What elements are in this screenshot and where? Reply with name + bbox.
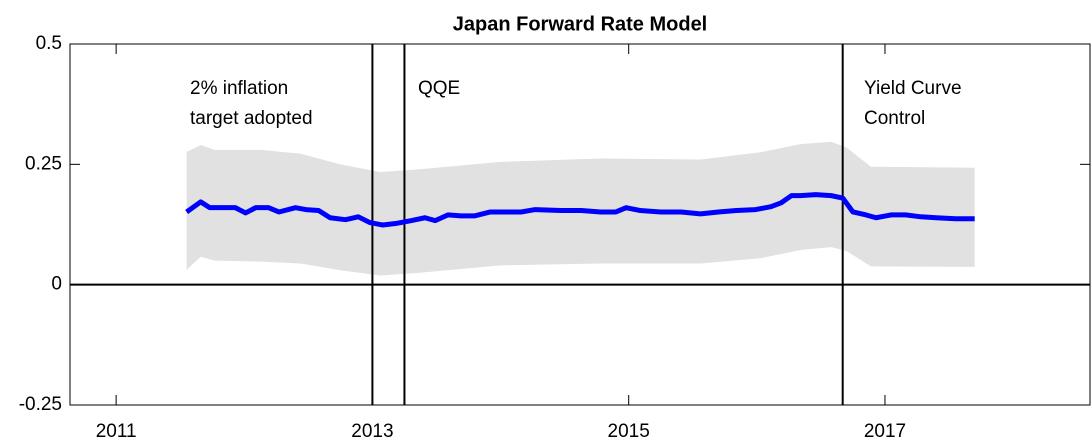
annotation: Control [864,108,925,129]
series-line [185,192,975,228]
annotation: 2% inflation [190,78,288,99]
y-tick-label: -0.25 [19,394,62,415]
chart-title: Japan Forward Rate Model [453,13,708,35]
annotation: target adopted [190,108,313,129]
annotation: Yield Curve [864,78,962,99]
y-tick-label: 0.25 [25,153,62,174]
x-tick-label: 2015 [608,421,650,442]
y-tick-label: 0 [51,274,62,295]
x-tick-label: 2017 [864,421,906,442]
x-tick-label: 2013 [351,421,393,442]
y-tick-label: 0.5 [36,33,62,54]
annotation: QQE [418,78,460,99]
x-tick-label: 2011 [96,421,137,442]
plot-frame [69,43,1091,406]
